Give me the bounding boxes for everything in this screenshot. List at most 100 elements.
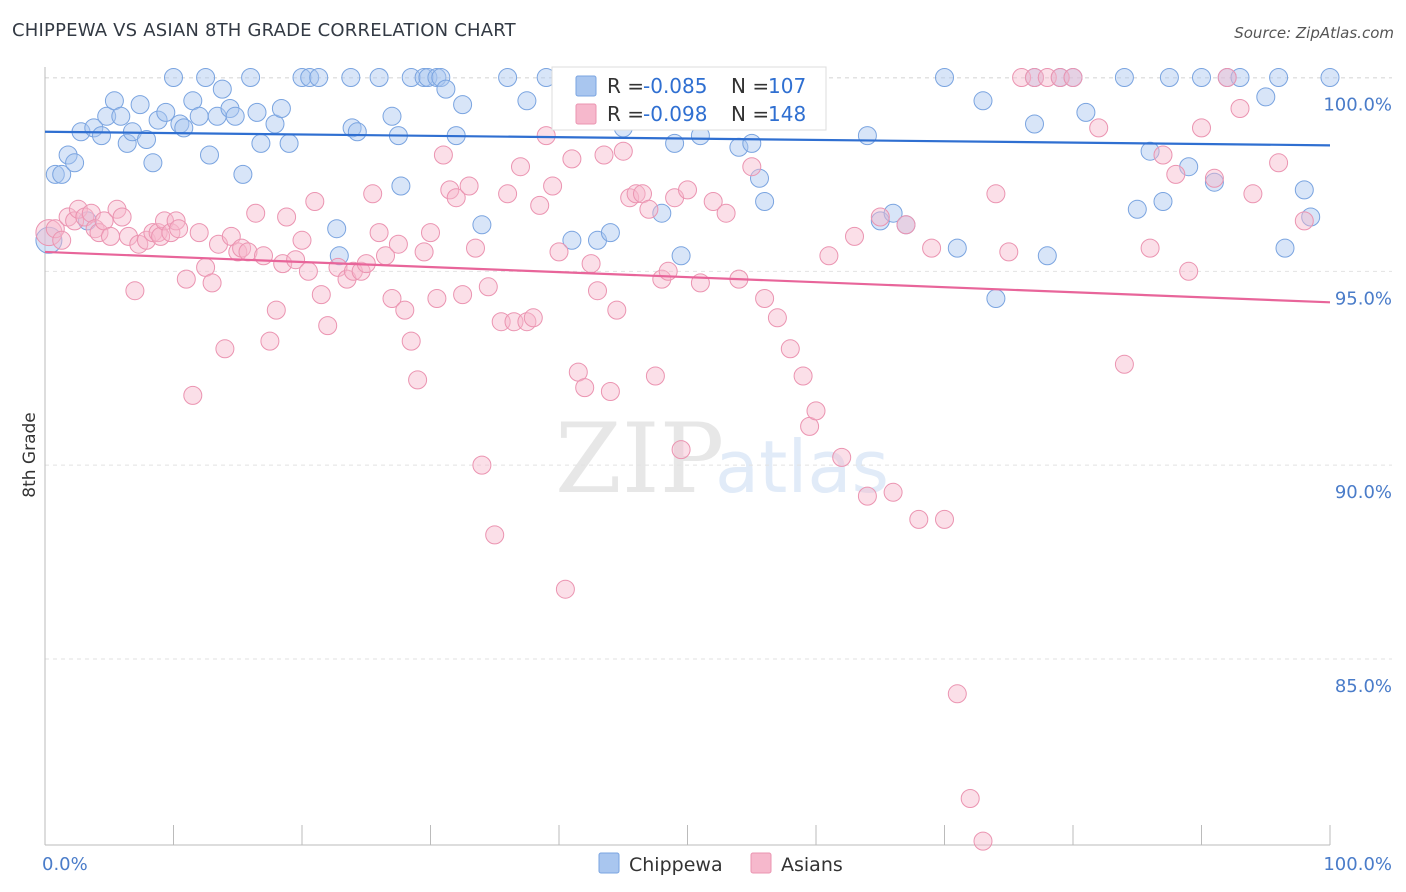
data-point <box>857 126 877 146</box>
data-point <box>626 184 646 204</box>
data-point <box>292 68 312 87</box>
data-point <box>1153 145 1173 165</box>
legend-n-value-chippewa: 107 <box>768 74 806 98</box>
stats-legend: R = -0.085 N = 107 R = -0.098 N = 148 <box>551 66 827 131</box>
data-point <box>164 68 183 87</box>
data-point <box>1269 68 1289 87</box>
data-point <box>1204 172 1224 192</box>
data-point <box>92 126 111 146</box>
data-point <box>1275 238 1295 258</box>
data-point <box>857 486 877 506</box>
data-point <box>247 102 267 122</box>
source-label: Source: ZipAtlas.com <box>1234 24 1394 42</box>
data-point <box>530 195 550 215</box>
data-point <box>391 176 411 196</box>
data-point <box>600 382 620 401</box>
legend-r-value-asians: -0.098 <box>643 102 707 126</box>
data-point <box>806 401 826 421</box>
data-point <box>382 106 402 126</box>
data-point <box>1140 141 1160 161</box>
data-point <box>111 106 131 126</box>
y-tick-labels: 85.0% 90.0% 95.0% 100.0% <box>1323 95 1392 697</box>
data-point <box>309 68 329 87</box>
data-point <box>1089 118 1109 138</box>
data-point <box>382 289 402 308</box>
bottom-legend-label-chippewa: Chippewa <box>629 854 723 876</box>
data-point <box>45 219 65 239</box>
legend-r-value-chippewa: -0.085 <box>643 74 707 98</box>
data-point <box>543 176 563 196</box>
data-point <box>52 230 72 250</box>
legend-r-label-chippewa: R = <box>607 74 644 98</box>
data-point <box>645 366 665 386</box>
x-tick-label-min: 0.0% <box>42 854 88 875</box>
data-point <box>1037 246 1057 266</box>
data-point <box>485 525 505 545</box>
data-point <box>431 68 451 87</box>
legend-n-label-asians: N = <box>731 102 769 126</box>
data-point <box>1114 68 1134 87</box>
data-point <box>1204 168 1224 188</box>
data-point <box>1012 68 1032 87</box>
data-point <box>1320 68 1340 87</box>
data-point <box>176 269 196 289</box>
data-point <box>478 277 498 297</box>
data-point <box>97 106 117 126</box>
data-point <box>1153 192 1173 211</box>
data-point <box>999 242 1019 262</box>
data-point <box>767 308 787 328</box>
data-point <box>504 312 524 332</box>
data-point <box>246 203 266 223</box>
data-point <box>575 378 595 398</box>
data-point <box>671 440 691 460</box>
data-point <box>388 234 408 254</box>
data-point <box>215 339 235 359</box>
data-point <box>947 684 967 704</box>
data-point <box>549 242 569 262</box>
data-point <box>45 164 65 184</box>
data-point <box>202 273 222 293</box>
data-point <box>286 250 306 270</box>
bottom-legend-label-asians: Asians <box>781 854 843 876</box>
data-point <box>947 238 967 258</box>
watermark-zip: ZIP <box>555 403 724 515</box>
data-point <box>459 176 479 196</box>
legend-n-label-chippewa: N = <box>731 74 769 98</box>
data-point <box>311 285 331 305</box>
data-point <box>156 102 176 122</box>
data-point <box>750 168 769 188</box>
data-point <box>52 164 72 184</box>
data-point <box>588 281 607 301</box>
data-point <box>517 91 537 111</box>
data-point <box>1243 184 1263 204</box>
legend-swatch-asians <box>575 103 597 125</box>
data-point <box>117 133 137 153</box>
data-point <box>466 238 485 258</box>
data-point <box>665 133 685 153</box>
data-point <box>472 455 492 475</box>
x-tick-label-max: 100.0% <box>1323 854 1392 875</box>
data-point <box>498 184 518 204</box>
data-point <box>183 385 203 405</box>
data-point <box>225 106 245 126</box>
data-point <box>935 68 954 87</box>
data-point <box>271 99 291 118</box>
data-point <box>1076 102 1096 122</box>
data-point <box>58 145 78 165</box>
data-point <box>973 91 993 111</box>
data-point <box>1114 354 1134 374</box>
data-point <box>973 831 993 851</box>
data-point <box>279 133 299 153</box>
data-point <box>832 447 852 467</box>
trend-line-chippewa <box>44 130 1331 147</box>
data-point <box>652 203 672 223</box>
series-asians <box>35 68 1314 851</box>
data-point <box>562 149 582 169</box>
data-point <box>318 316 338 336</box>
series-legend: Chippewa Asians <box>598 852 843 876</box>
data-point <box>819 246 839 266</box>
data-point <box>414 242 434 262</box>
data-point <box>511 157 530 177</box>
data-point <box>555 579 575 599</box>
data-point <box>125 281 145 301</box>
